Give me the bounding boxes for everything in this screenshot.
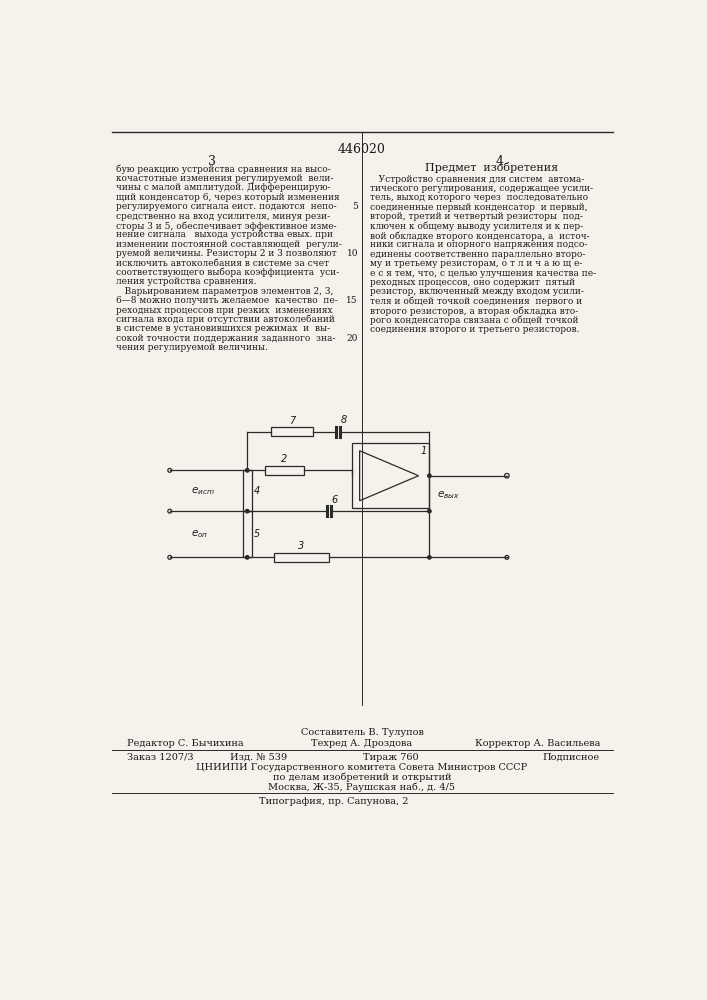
Circle shape [428,556,431,559]
Text: 7: 7 [288,416,295,426]
Text: Предмет  изобретения: Предмет изобретения [425,162,558,173]
Text: единены соответственно параллельно второ-: единены соответственно параллельно второ… [370,250,585,259]
Text: 5: 5 [253,529,259,539]
Text: сокой точности поддержания заданного  зна-: сокой точности поддержания заданного зна… [115,334,335,343]
Text: чения регулируемой величины.: чения регулируемой величины. [115,343,267,352]
Text: Типография, пр. Сапунова, 2: Типография, пр. Сапунова, 2 [259,797,409,806]
Text: второго резисторов, а вторая обкладка вто-: второго резисторов, а вторая обкладка вт… [370,306,578,316]
Text: 4: 4 [253,486,259,496]
Text: Москва, Ж-35, Раушская наб., д. 4/5: Москва, Ж-35, Раушская наб., д. 4/5 [269,783,455,792]
Text: Корректор А. Васильева: Корректор А. Васильева [474,739,600,748]
Text: $e_{\mathit{вых}}$: $e_{\mathit{вых}}$ [437,490,460,501]
Text: чины с малой амплитудой. Дифференцирую-: чины с малой амплитудой. Дифференцирую- [115,183,330,192]
Text: 446020: 446020 [338,143,386,156]
Circle shape [245,509,249,513]
Text: изменении постоянной составляющей  регули-: изменении постоянной составляющей регули… [115,240,341,249]
Text: нение сигнала   выхода устройства eвых. при: нение сигнала выхода устройства eвых. пр… [115,230,332,239]
Text: рого конденсатора связана с общей точкой: рого конденсатора связана с общей точкой [370,316,578,325]
Text: сигнала входа при отсутствии автоколебаний: сигнала входа при отсутствии автоколебан… [115,315,334,324]
Circle shape [245,469,249,472]
Text: Изд. № 539: Изд. № 539 [230,753,288,762]
Text: 6—8 можно получить желаемое  качество  пе-: 6—8 можно получить желаемое качество пе- [115,296,337,305]
Text: ЦНИИПИ Государственного комитета Совета Министров СССР: ЦНИИПИ Государственного комитета Совета … [197,763,527,772]
Text: е с я тем, что, с целью улучшения качества пе-: е с я тем, что, с целью улучшения качест… [370,269,596,278]
Text: Тираж 760: Тираж 760 [363,753,419,762]
Text: ления устройства сравнения.: ления устройства сравнения. [115,277,256,286]
Text: в системе в установившихся режимах  и  вы-: в системе в установившихся режимах и вы- [115,324,329,333]
Bar [243,511,252,557]
Bar [243,470,252,511]
Text: регулируемого сигнала eист. подаются  непо-: регулируемого сигнала eист. подаются неп… [115,202,336,211]
Text: Варьированием параметров элементов 2, 3,: Варьированием параметров элементов 2, 3, [115,287,333,296]
Bar [271,427,313,436]
Bar [352,443,429,508]
Text: резистор, включенный между входом усили-: резистор, включенный между входом усили- [370,287,583,296]
Text: реходных процессов, оно содержит  пятый: реходных процессов, оно содержит пятый [370,278,575,287]
Text: бую реакцию устройства сравнения на высо-: бую реакцию устройства сравнения на высо… [115,165,330,174]
Text: кочастотные изменения регулируемой  вели-: кочастотные изменения регулируемой вели- [115,174,333,183]
Text: 20: 20 [346,334,358,343]
Text: реходных процессов при резких  изменениях: реходных процессов при резких изменениях [115,306,332,315]
Text: 2: 2 [281,454,288,464]
Text: тического регулирования, содержащее усили-: тического регулирования, содержащее усил… [370,184,593,193]
Text: тель, выход которого через  последовательно: тель, выход которого через последователь… [370,193,588,202]
Text: Составитель В. Тулупов: Составитель В. Тулупов [300,728,423,737]
Circle shape [428,474,431,477]
Text: Заказ 1207/3: Заказ 1207/3 [127,753,194,762]
Text: 4: 4 [495,155,503,168]
Text: соответствующего выбора коэффициента  уси-: соответствующего выбора коэффициента уси… [115,268,339,277]
Bar [274,553,329,562]
Text: теля и общей точкой соединения  первого и: теля и общей точкой соединения первого и [370,297,582,306]
Text: ники сигнала и опорного напряжения подсо-: ники сигнала и опорного напряжения подсо… [370,240,587,249]
Text: 1: 1 [420,446,426,456]
Text: 3: 3 [298,541,305,551]
Text: му и третьему резисторам, о т л и ч а ю щ е-: му и третьему резисторам, о т л и ч а ю … [370,259,582,268]
Bar [265,466,304,475]
Text: Устройство сравнения для систем  автома-: Устройство сравнения для систем автома- [370,175,584,184]
Text: Редактор С. Бычихина: Редактор С. Бычихина [127,739,244,748]
Text: щий конденсатор 6, через который изменения: щий конденсатор 6, через который изменен… [115,193,339,202]
Text: $e_{\mathit{исm}}$: $e_{\mathit{исm}}$ [192,485,215,497]
Text: ключен к общему выводу усилителя и к пер-: ключен к общему выводу усилителя и к пер… [370,222,583,231]
Text: соединения второго и третьего резисторов.: соединения второго и третьего резисторов… [370,325,579,334]
Text: 10: 10 [346,249,358,258]
Text: $e_{\mathit{оп}}$: $e_{\mathit{оп}}$ [192,528,209,540]
Text: по делам изобретений и открытий: по делам изобретений и открытий [273,773,451,782]
Text: 15: 15 [346,296,358,305]
Text: 6: 6 [331,495,337,505]
Text: 3: 3 [209,155,216,168]
Text: 5: 5 [352,202,358,211]
Text: исключить автоколебания в системе за счет: исключить автоколебания в системе за сче… [115,259,329,268]
Text: средственно на вход усилителя, минуя рези-: средственно на вход усилителя, минуя рез… [115,212,329,221]
Text: сторы 3 и 5, обеспечивает эффективное изме-: сторы 3 и 5, обеспечивает эффективное из… [115,221,336,231]
Text: Техред А. Дроздова: Техред А. Дроздова [311,739,412,748]
Text: руемой величины. Резисторы 2 и 3 позволяют: руемой величины. Резисторы 2 и 3 позволя… [115,249,336,258]
Circle shape [428,509,431,513]
Text: соединенные первый конденсатор  и первый,: соединенные первый конденсатор и первый, [370,203,588,212]
Circle shape [245,556,249,559]
Text: Подписное: Подписное [543,753,600,762]
Text: 8: 8 [340,415,346,425]
Text: вой обкладке второго конденсатора, а  источ-: вой обкладке второго конденсатора, а ист… [370,231,590,241]
Text: второй, третий и четвертый резисторы  под-: второй, третий и четвертый резисторы под… [370,212,583,221]
